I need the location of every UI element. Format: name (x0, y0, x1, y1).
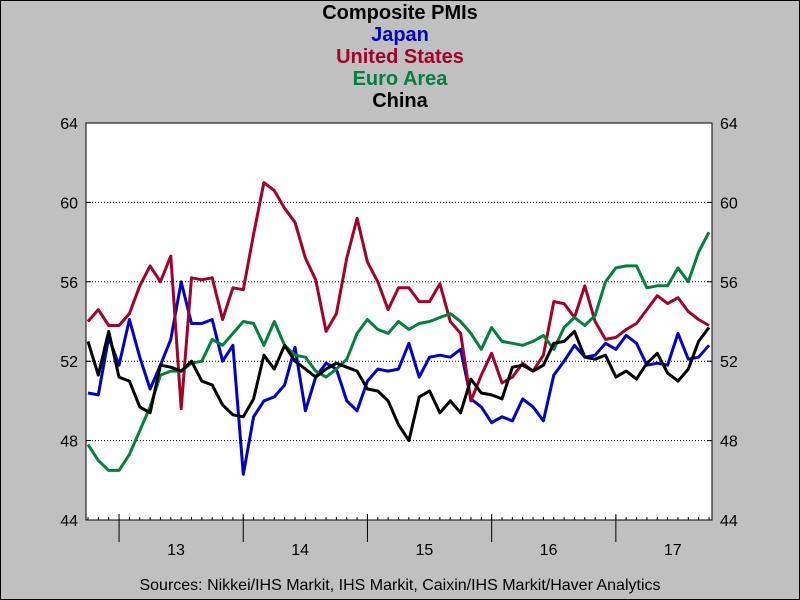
y-tick-label-right: 44 (720, 513, 738, 530)
source-note: Sources: Nikkei/IHS Markit, IHS Markit, … (139, 577, 661, 594)
legend-label-japan: Japan (371, 24, 429, 46)
series-line-japan (87, 280, 711, 476)
y-tick-label-right: 48 (720, 434, 738, 451)
x-tick-label: 17 (664, 542, 682, 559)
grid (86, 201, 712, 442)
y-tick-label-left: 56 (60, 275, 78, 292)
legend-label-china: China (372, 90, 428, 112)
y-tick-label-left: 64 (60, 116, 78, 133)
x-tick-label: 14 (291, 542, 309, 559)
chart-title: Composite PMIs (322, 2, 478, 24)
y-tick-label-left: 44 (60, 513, 78, 530)
series-line-united-states (86, 181, 710, 411)
y-tick-label-right: 60 (720, 195, 738, 212)
x-tick-label: 15 (415, 542, 433, 559)
legend-label-united-states: United States (336, 46, 464, 68)
y-tick-label-right: 56 (720, 275, 738, 292)
x-tick-label: 16 (540, 542, 558, 559)
y-tick-label-right: 52 (720, 354, 738, 371)
series-line-china (86, 326, 711, 443)
y-tick-label-left: 52 (60, 354, 78, 371)
series-lines (86, 181, 711, 476)
y-tick-label-left: 60 (60, 195, 78, 212)
y-tick-label-right: 64 (720, 116, 738, 133)
axis-ticks (86, 122, 712, 542)
y-tick-label-left: 48 (60, 434, 78, 451)
chart-titles: Composite PMIs Japan United States Euro … (0, 2, 800, 112)
legend-label-euro-area: Euro Area (352, 68, 448, 90)
tick-labels: 44 44 48 48 52 52 56 56 60 60 64 64 13 14 15 16 17 (60, 116, 738, 559)
x-tick-label: 13 (167, 542, 185, 559)
